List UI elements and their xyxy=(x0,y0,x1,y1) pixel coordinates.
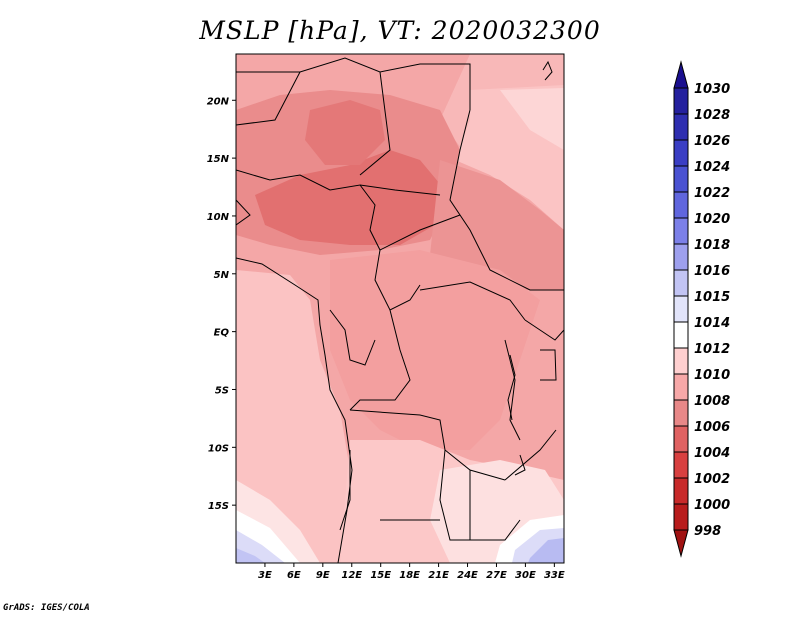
colorbar-label: 1008 xyxy=(694,394,730,409)
contour-1018-southeast xyxy=(528,538,564,563)
colorbar-segment xyxy=(673,139,689,167)
colorbar-label: 1004 xyxy=(694,446,730,461)
colorbar-segment xyxy=(673,165,689,193)
y-tick-label: 10N xyxy=(207,212,230,223)
colorbar-segment xyxy=(673,503,689,531)
colorbar-segment xyxy=(673,373,689,401)
y-axis: 20N 15N 10N 5N EQ 5S 10S 15S xyxy=(207,96,236,512)
colorbar-label: 1006 xyxy=(694,420,730,435)
colorbar-label: 1016 xyxy=(694,264,730,279)
contour-1006-sahara xyxy=(305,100,385,165)
x-tick-label: 18E xyxy=(399,570,420,581)
colorbar-segment xyxy=(673,87,689,115)
colorbar-label: 1024 xyxy=(694,160,730,175)
colorbar-segment xyxy=(673,399,689,427)
coastline xyxy=(236,60,553,563)
colorbar-segment xyxy=(673,243,689,271)
y-tick-label: 5S xyxy=(215,385,229,396)
colorbar-label: 1018 xyxy=(694,238,730,253)
colorbar-segment xyxy=(673,347,689,375)
colorbar-segment xyxy=(673,477,689,505)
x-tick-label: 12E xyxy=(341,570,362,581)
colorbar-segment xyxy=(673,113,689,141)
contour-1006-chad xyxy=(255,150,445,245)
contour-1008-sudan xyxy=(430,160,564,290)
y-tick-label: 15S xyxy=(208,501,229,512)
colorbar: 1030 1028 1026 1024 1022 1020 1018 1016 1015 1014… xyxy=(673,60,730,558)
contour-1012-atlantic xyxy=(236,270,350,563)
colorbar-segment xyxy=(673,321,689,349)
chart-title: MSLP [hPa], VT: 2020032300 xyxy=(199,16,601,45)
colorbar-segment xyxy=(673,191,689,219)
x-tick-label: 9E xyxy=(316,570,330,581)
colorbar-label: 1028 xyxy=(694,108,730,123)
x-tick-label: 15E xyxy=(370,570,391,581)
map-frame xyxy=(235,53,565,564)
x-tick-label: 6E xyxy=(287,570,301,581)
colorbar-segment xyxy=(673,269,689,297)
colorbar-label: 1030 xyxy=(694,82,730,97)
colorbar-label: 1014 xyxy=(694,316,730,331)
colorbar-top-arrow xyxy=(673,60,689,89)
colorbar-label: 1000 xyxy=(694,498,730,513)
x-tick-label: 33E xyxy=(544,570,565,581)
x-axis: 3E 6E 9E 12E 15E 18E 21E 24E 27E 30E 33E xyxy=(258,563,565,581)
x-tick-label: 3E xyxy=(258,570,272,581)
colorbar-segment xyxy=(673,217,689,245)
colorbar-label: 1012 xyxy=(694,342,730,357)
colorbar-segment xyxy=(673,451,689,479)
country-borders xyxy=(236,57,564,541)
pressure-field xyxy=(236,54,564,563)
footer-credit: GrADS: IGES/COLA xyxy=(3,603,90,613)
colorbar-label: 1022 xyxy=(694,186,730,201)
y-tick-label: 10S xyxy=(208,443,229,454)
colorbar-label: 1015 xyxy=(694,290,730,305)
colorbar-label: 998 xyxy=(694,524,721,539)
contour-1014-northeast xyxy=(500,88,564,150)
contour-1018-southwest xyxy=(236,548,265,563)
x-tick-label: 21E xyxy=(428,570,449,581)
colorbar-segment xyxy=(673,295,689,323)
colorbar-label: 1010 xyxy=(694,368,730,383)
y-tick-label: 15N xyxy=(207,154,230,165)
colorbar-label: 1020 xyxy=(694,212,730,227)
colorbar-bottom-arrow xyxy=(673,529,689,558)
colorbar-label: 1002 xyxy=(694,472,730,487)
x-tick-label: 24E xyxy=(457,570,478,581)
colorbar-segment xyxy=(673,425,689,453)
y-tick-label: EQ xyxy=(214,328,230,339)
y-tick-label: 20N xyxy=(207,96,230,107)
x-tick-label: 27E xyxy=(486,570,507,581)
x-tick-label: 30E xyxy=(515,570,536,581)
y-tick-label: 5N xyxy=(214,270,230,281)
colorbar-label: 1026 xyxy=(694,134,730,149)
